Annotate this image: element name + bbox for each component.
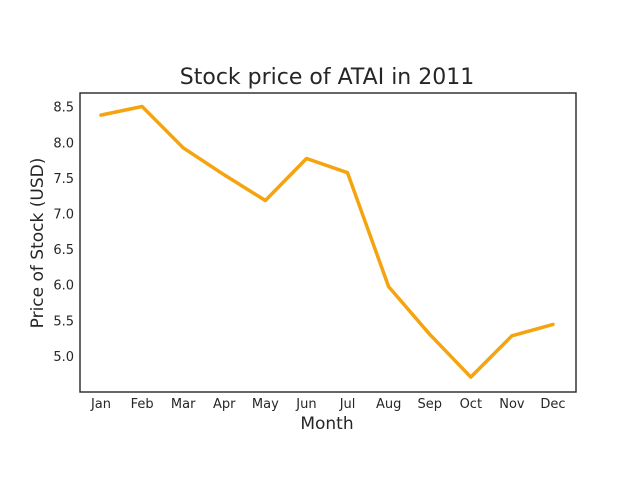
chart-title: Stock price of ATAI in 2011 bbox=[180, 65, 474, 90]
x-tick-label: Dec bbox=[540, 397, 565, 412]
y-tick-label: 6.0 bbox=[53, 279, 74, 294]
y-tick-label: 6.5 bbox=[53, 243, 74, 258]
x-tick-label: Aug bbox=[376, 397, 401, 412]
x-axis-ticks: Jan Feb Mar Apr May Jun Jul Aug Sep Oct Nov Dec bbox=[90, 397, 566, 412]
y-tick-label: 5.5 bbox=[53, 314, 74, 329]
plot-frame bbox=[79, 92, 577, 393]
x-tick-label: Feb bbox=[131, 397, 154, 412]
x-tick-label: Jun bbox=[295, 397, 316, 412]
x-tick-label: Sep bbox=[417, 397, 442, 412]
x-tick-label: Apr bbox=[213, 397, 236, 412]
x-tick-label: Nov bbox=[499, 397, 525, 412]
x-tick-label: Jul bbox=[339, 397, 356, 412]
y-axis-ticks: 5.0 5.5 6.0 6.5 7.0 7.5 8.0 8.5 bbox=[53, 101, 74, 365]
x-tick-label: Jan bbox=[90, 397, 111, 412]
x-tick-label: May bbox=[252, 397, 279, 412]
y-tick-label: 8.5 bbox=[53, 101, 74, 116]
x-axis-label: Month bbox=[300, 414, 353, 434]
y-axis-label: Price of Stock (USD) bbox=[28, 158, 48, 329]
x-tick-label: Mar bbox=[171, 397, 196, 412]
y-tick-label: 7.5 bbox=[53, 172, 74, 187]
y-tick-label: 5.0 bbox=[53, 350, 74, 365]
series-line bbox=[99, 104, 555, 379]
y-tick-label: 8.0 bbox=[53, 136, 74, 151]
y-tick-label: 7.0 bbox=[53, 208, 74, 223]
series-lines bbox=[99, 104, 555, 379]
x-tick-label: Oct bbox=[460, 397, 482, 412]
